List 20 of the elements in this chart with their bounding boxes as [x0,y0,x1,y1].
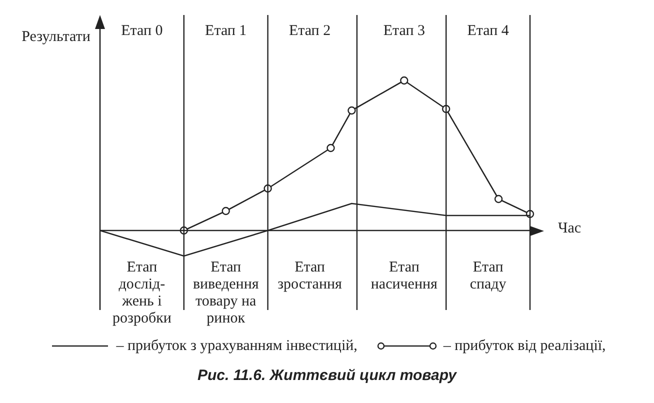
text: Етап зростання [278,259,342,292]
point [326,144,335,152]
legend-label: – прибуток з урахуванням інвестицій, [115,338,358,354]
text: Етап спаду [470,259,507,292]
x-tick-label: Етап 4 [467,22,510,39]
legend-label: – прибуток від реалізації, [442,338,606,354]
y-axis-title: Результати [22,28,90,45]
text: Етап насичення [370,259,438,292]
x-tick-label: Етап 3 [383,22,425,39]
x-axis-title: Час [558,220,582,236]
x-tick-label: Етап 1 [205,22,247,39]
text: Етап виведення товару на ринок [192,259,259,326]
x-tick-label: Етап 2 [288,22,331,39]
x-tick-label: Етап 0 [121,22,163,39]
point [400,76,408,85]
point [222,206,230,216]
point [348,106,356,115]
point [494,194,503,204]
text: Етап дослід- жень і розробки [112,259,172,326]
text: Рис. 11.6. Життєвий цикл товару [196,367,458,384]
